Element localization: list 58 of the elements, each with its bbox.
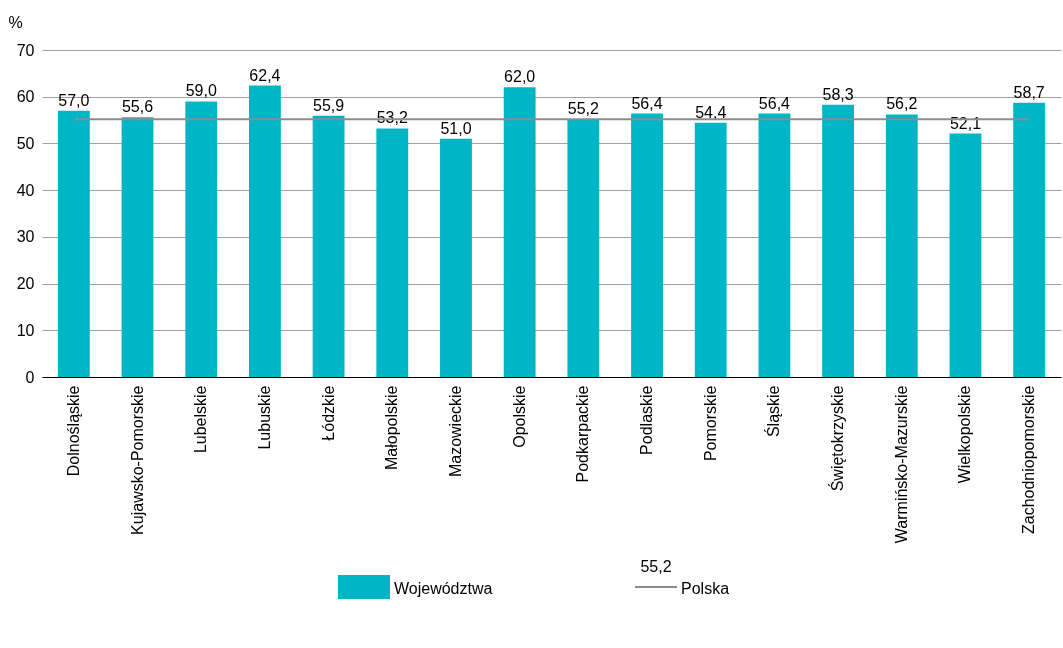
x-tick-label: Kujawsko-Pomorskie	[128, 385, 146, 535]
data-label: 62,4	[249, 66, 281, 84]
x-tick-label: Świętokrzyskie	[828, 385, 847, 492]
bar	[885, 114, 918, 377]
x-tick-label: Dolnośląskie	[64, 385, 82, 477]
x-tick-label: Lubuskie	[255, 385, 273, 450]
bar	[440, 138, 472, 377]
y-axis-title: %	[8, 13, 23, 31]
data-label: 62,0	[504, 68, 536, 86]
legend-label: Województwa	[394, 580, 493, 597]
bar	[121, 117, 154, 377]
bar	[949, 133, 982, 377]
y-tick-label: 50	[16, 134, 35, 152]
data-label: 55,9	[313, 96, 345, 114]
x-tick-label: Podlaskie	[638, 385, 656, 455]
y-tick-label: 20	[16, 275, 35, 293]
bar	[567, 119, 600, 377]
text: 55,2	[640, 558, 672, 575]
legend-label: Polska	[681, 580, 730, 597]
x-tick-label: Wielkopolskie	[956, 385, 974, 484]
bar	[376, 128, 409, 377]
bar	[248, 85, 281, 377]
x-tick-label: Lubelskie	[192, 385, 210, 454]
x-tick-label: Zachodniopomorskie	[1020, 385, 1038, 535]
y-tick-label: 40	[16, 181, 35, 199]
data-label: 56,4	[631, 94, 663, 112]
y-tick-label: 0	[25, 368, 35, 386]
bar	[185, 101, 218, 377]
y-tick-label: 10	[16, 321, 35, 339]
x-tick-label: Mazowieckie	[446, 385, 464, 478]
x-tick-label: Warmińsko-Mazurskie	[892, 385, 910, 544]
bar	[694, 122, 727, 377]
bar	[631, 113, 663, 377]
x-tick-label: Pomorskie	[701, 385, 719, 462]
y-tick-label: 30	[16, 228, 35, 246]
bar	[312, 115, 345, 377]
data-label: 58,3	[822, 85, 854, 103]
bar	[822, 104, 855, 377]
bar	[57, 110, 90, 377]
x-tick-label: Łódzkie	[319, 385, 337, 441]
data-label: 51,0	[440, 119, 472, 137]
x-tick-label: Małopolskie	[383, 385, 401, 470]
x-tick-label: Śląskie	[764, 385, 783, 438]
data-label: 56,2	[886, 95, 918, 113]
x-tick-label: Podkarpackie	[574, 385, 592, 483]
data-label: 56,4	[758, 94, 791, 112]
data-label: 55,6	[121, 98, 154, 116]
data-label: 55,2	[567, 100, 600, 118]
x-tick-label: Opolskie	[510, 385, 528, 448]
data-label: 59,0	[185, 82, 217, 100]
data-label: 58,7	[1013, 83, 1045, 101]
bar	[758, 113, 791, 377]
data-label: 54,4	[695, 103, 727, 121]
bar	[503, 87, 536, 377]
data-label: 57,0	[58, 91, 90, 109]
y-tick-label: 60	[16, 88, 35, 106]
y-tick-label: 70	[16, 41, 35, 59]
bar	[1013, 102, 1046, 377]
